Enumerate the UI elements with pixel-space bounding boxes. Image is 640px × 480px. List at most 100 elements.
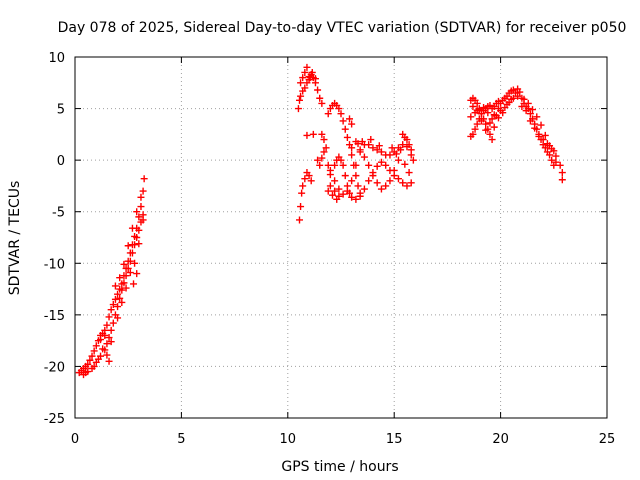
data-point (116, 294, 124, 302)
data-point (331, 177, 339, 185)
data-point (550, 147, 558, 155)
data-point (382, 182, 390, 190)
data-point (339, 117, 347, 125)
data-point (394, 156, 402, 164)
data-point (486, 119, 494, 127)
data-point (488, 136, 496, 144)
data-point (135, 213, 143, 221)
data-point (341, 125, 349, 133)
data-point (539, 136, 547, 144)
data-point (118, 286, 126, 294)
y-tick-label: 5 (57, 103, 65, 118)
data-point (403, 136, 411, 144)
data-point (324, 187, 332, 195)
data-point (518, 103, 526, 111)
data-point (92, 342, 100, 350)
data-point (126, 257, 134, 265)
data-point (558, 169, 566, 177)
data-point (486, 130, 494, 138)
data-point (103, 340, 111, 348)
data-point (318, 154, 326, 162)
data-point (499, 109, 507, 117)
data-point (388, 144, 396, 152)
data-point (556, 161, 564, 169)
data-point (111, 295, 119, 303)
data-point (326, 171, 334, 179)
data-point (297, 203, 305, 211)
data-point (301, 84, 309, 92)
data-point (520, 95, 528, 103)
data-point (467, 113, 475, 121)
data-point (122, 284, 130, 292)
data-point (526, 110, 534, 118)
data-point (111, 282, 119, 290)
data-point (301, 175, 309, 183)
data-point (403, 182, 411, 190)
series-arc-1 (75, 175, 148, 379)
data-point (316, 94, 324, 102)
y-tick-label: -25 (44, 412, 65, 427)
data-point (86, 356, 94, 364)
data-point (356, 189, 364, 197)
data-point (107, 306, 115, 314)
data-point (524, 99, 532, 107)
ticks (74, 56, 608, 419)
data-point (375, 142, 383, 150)
y-axis-label: SDTVAR / TECUs (7, 181, 23, 296)
data-point (140, 175, 148, 183)
data-point (309, 130, 317, 138)
data-point (354, 140, 362, 148)
data-point (296, 96, 304, 104)
data-point (348, 144, 356, 152)
data-point (529, 106, 537, 114)
plot-frame (74, 56, 608, 419)
data-point (558, 176, 566, 184)
data-point (516, 88, 524, 96)
data-point (405, 141, 413, 149)
data-point (473, 107, 481, 115)
data-point (356, 146, 364, 154)
data-point (109, 301, 117, 309)
data-point (322, 144, 330, 152)
data-points (75, 63, 566, 379)
data-point (90, 362, 98, 370)
data-point (377, 185, 385, 193)
data-point (130, 280, 138, 288)
data-point (331, 187, 339, 195)
data-point (473, 99, 481, 107)
data-point (307, 177, 315, 185)
data-point (348, 151, 356, 159)
data-point (114, 303, 122, 311)
data-point (377, 158, 385, 166)
data-point (114, 314, 122, 322)
data-point (103, 321, 111, 329)
data-point (318, 99, 326, 107)
data-point (386, 177, 394, 185)
data-point (526, 117, 534, 125)
data-point (103, 351, 111, 359)
data-point (335, 105, 343, 113)
y-tick-label: -15 (44, 309, 65, 324)
data-point (88, 352, 96, 360)
data-point (318, 130, 326, 138)
y-tick-label: -5 (52, 206, 65, 221)
data-point (114, 290, 122, 298)
data-point (494, 114, 502, 122)
data-point (386, 151, 394, 159)
data-point (488, 115, 496, 123)
data-point (503, 100, 511, 108)
data-point (131, 259, 139, 267)
data-point (97, 336, 105, 344)
data-point (128, 249, 136, 257)
data-point (390, 166, 398, 174)
data-point (531, 124, 539, 132)
data-point (367, 136, 375, 144)
x-tick-label: 25 (599, 432, 616, 447)
data-point (507, 95, 515, 103)
data-point (303, 63, 311, 71)
data-point (305, 172, 313, 180)
data-point (533, 113, 541, 121)
data-point (482, 120, 490, 128)
data-point (360, 153, 368, 161)
